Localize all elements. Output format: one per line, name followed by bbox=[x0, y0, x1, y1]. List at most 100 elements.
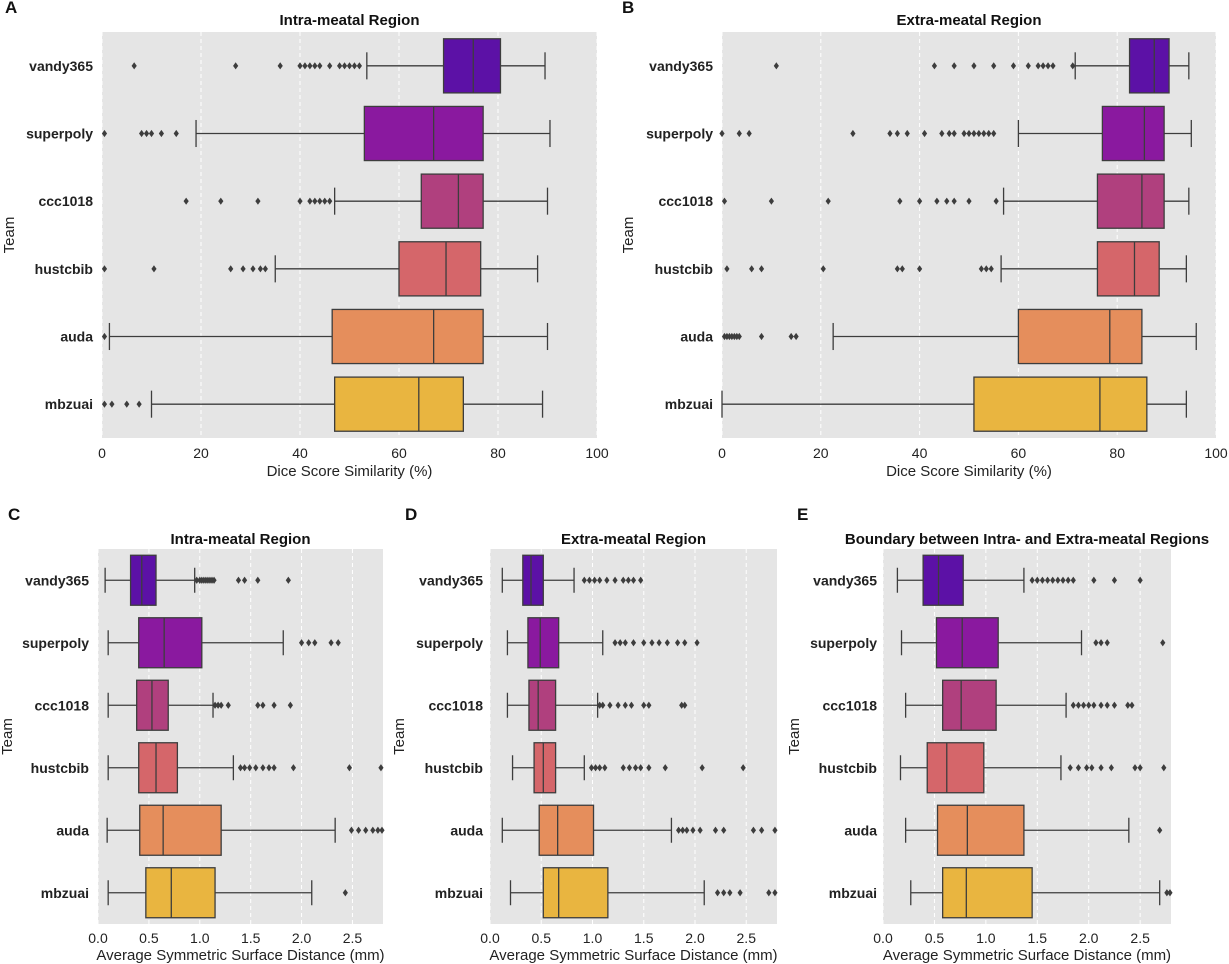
outlier-c-hustcbib-9 bbox=[378, 764, 384, 772]
x-tick-label-a-2: 40 bbox=[292, 445, 308, 461]
outlier-d-vandy365-0 bbox=[581, 576, 587, 584]
box-b-auda bbox=[1017, 308, 1143, 365]
outlier-b-superpoly-14 bbox=[976, 129, 982, 138]
x-tick-label-c-5: 2.5 bbox=[343, 930, 363, 946]
x-tick-label-e-0: 0.0 bbox=[873, 930, 893, 946]
outlier-b-superpoly-5 bbox=[894, 129, 900, 138]
outlier-d-ccc1018-3 bbox=[615, 701, 621, 709]
outlier-a-hustcbib-3 bbox=[240, 265, 246, 273]
outlier-d-vandy365-6 bbox=[620, 576, 626, 584]
outlier-e-ccc1018-0 bbox=[1070, 701, 1076, 709]
category-label-d-ccc1018: ccc1018 bbox=[428, 697, 483, 713]
outlier-d-ccc1018-6 bbox=[641, 701, 647, 709]
y-axis-label-b: Team bbox=[620, 217, 637, 254]
x-tick-label-e-5: 2.5 bbox=[1130, 930, 1150, 946]
outlier-e-ccc1018-9 bbox=[1129, 701, 1135, 709]
outlier-d-vandy365-8 bbox=[630, 576, 637, 584]
panel-label-b: B bbox=[622, 0, 634, 17]
box-c-auda bbox=[139, 804, 222, 856]
outlier-c-auda-1 bbox=[355, 826, 362, 834]
x-axis-label-e: Average Symmetric Surface Distance (mm) bbox=[883, 947, 1171, 964]
outlier-d-ccc1018-7 bbox=[646, 701, 652, 709]
x-tick-label-e-1: 0.5 bbox=[925, 930, 945, 946]
x-tick-label-a-4: 80 bbox=[490, 445, 506, 461]
outlier-a-vandy365-10 bbox=[341, 62, 348, 70]
outlier-b-vandy365-0 bbox=[773, 62, 779, 70]
outlier-a-mbzuai-3 bbox=[136, 400, 142, 408]
category-label-e-hustcbib: hustcbib bbox=[819, 760, 877, 776]
outlier-c-hustcbib-3 bbox=[253, 764, 259, 772]
outlier-c-superpoly-3 bbox=[328, 639, 334, 647]
outlier-d-auda-1 bbox=[680, 826, 686, 834]
x-axis-label-d: Average Symmetric Surface Distance (mm) bbox=[489, 947, 777, 964]
outlier-b-superpoly-16 bbox=[986, 129, 992, 138]
outlier-c-auda-0 bbox=[348, 826, 355, 834]
plot-area-e bbox=[883, 549, 1171, 924]
box-c-mbzuai bbox=[145, 867, 216, 919]
chart-title-d: Extra-meatal Region bbox=[561, 531, 706, 548]
category-label-c-ccc1018: ccc1018 bbox=[34, 697, 89, 713]
outlier-a-mbzuai-2 bbox=[124, 400, 130, 408]
panel-b: B 0 20 40 60 80 100 Extra-meatal Region Dice Sc… bbox=[620, 0, 1228, 480]
outlier-b-ccc1018-4 bbox=[917, 197, 923, 205]
outlier-b-vandy365-8 bbox=[1040, 62, 1046, 70]
outlier-d-hustcbib-4 bbox=[620, 764, 626, 772]
outlier-a-superpoly-2 bbox=[143, 129, 150, 138]
category-label-b-mbzuai: mbzuai bbox=[665, 396, 713, 412]
outlier-b-hustcbib-9 bbox=[988, 265, 994, 273]
x-tick-label-b-0: 0 bbox=[718, 445, 726, 461]
box-d-ccc1018 bbox=[528, 679, 557, 731]
outlier-a-hustcbib-1 bbox=[151, 265, 157, 273]
outlier-b-auda-9 bbox=[793, 332, 799, 341]
outlier-c-auda-5 bbox=[379, 826, 385, 834]
x-tick-label-a-1: 20 bbox=[193, 445, 209, 461]
outlier-d-ccc1018-8 bbox=[679, 701, 685, 709]
outlier-a-vandy365-11 bbox=[346, 62, 353, 70]
panel-d: D 0.0 0.5 1.0 1.5 2.0 2.5 Extra-meatal Region A… bbox=[391, 505, 778, 964]
outlier-c-hustcbib-8 bbox=[346, 764, 353, 772]
x-tick-label-b-5: 100 bbox=[1204, 445, 1228, 461]
outlier-d-vandy365-1 bbox=[586, 576, 593, 584]
outlier-b-vandy365-5 bbox=[1010, 62, 1017, 70]
plot-area-a bbox=[102, 32, 597, 438]
x-tick-label-a-3: 60 bbox=[391, 445, 407, 461]
panel-a: A 0 20 40 60 80 100 Intra-meatal Region Dice Sc… bbox=[1, 0, 609, 480]
outlier-e-hustcbib-5 bbox=[1108, 764, 1114, 772]
outlier-b-auda-6 bbox=[736, 332, 742, 341]
x-axis-label-c: Average Symmetric Surface Distance (mm) bbox=[96, 947, 384, 964]
outlier-d-hustcbib-0 bbox=[588, 764, 595, 772]
box-a-superpoly bbox=[363, 105, 484, 162]
panel-e: E 0.0 0.5 1.0 1.5 2.0 2.5 Boundary between Int… bbox=[786, 505, 1209, 964]
outlier-d-vandy365-9 bbox=[638, 576, 644, 584]
outlier-c-auda-3 bbox=[370, 826, 376, 834]
outlier-a-vandy365-7 bbox=[317, 62, 323, 70]
outlier-b-superpoly-9 bbox=[946, 129, 952, 138]
category-label-b-superpoly: superpoly bbox=[646, 126, 713, 142]
category-label-e-mbzuai: mbzuai bbox=[829, 885, 877, 901]
outlier-a-superpoly-1 bbox=[139, 129, 145, 138]
outlier-b-vandy365-7 bbox=[1035, 62, 1041, 70]
outlier-e-hustcbib-2 bbox=[1084, 764, 1090, 772]
category-label-a-vandy365: vandy365 bbox=[29, 58, 93, 74]
outlier-b-vandy365-11 bbox=[1070, 62, 1076, 70]
outlier-b-ccc1018-0 bbox=[721, 197, 728, 205]
outlier-e-vandy365-3 bbox=[1044, 576, 1051, 584]
category-label-d-auda: auda bbox=[450, 822, 483, 838]
outlier-d-mbzuai-5 bbox=[772, 889, 778, 897]
category-label-c-auda: auda bbox=[56, 822, 89, 838]
box-d-hustcbib bbox=[533, 742, 557, 794]
box-b-mbzuai bbox=[973, 376, 1148, 432]
outlier-d-ccc1018-5 bbox=[628, 701, 635, 709]
box-e-auda bbox=[936, 804, 1025, 856]
box-c-superpoly bbox=[138, 617, 203, 669]
outlier-c-ccc1018-6 bbox=[271, 701, 277, 709]
outlier-d-ccc1018-2 bbox=[607, 701, 613, 709]
category-label-a-auda: auda bbox=[60, 329, 93, 345]
outlier-c-vandy365-10 bbox=[241, 576, 248, 584]
x-tick-label-d-4: 2.0 bbox=[685, 930, 705, 946]
outlier-d-hustcbib-7 bbox=[638, 764, 644, 772]
outlier-c-superpoly-1 bbox=[306, 639, 312, 647]
outlier-b-superpoly-15 bbox=[981, 129, 987, 138]
outlier-c-hustcbib-4 bbox=[260, 764, 266, 772]
outlier-d-hustcbib-2 bbox=[597, 764, 603, 772]
